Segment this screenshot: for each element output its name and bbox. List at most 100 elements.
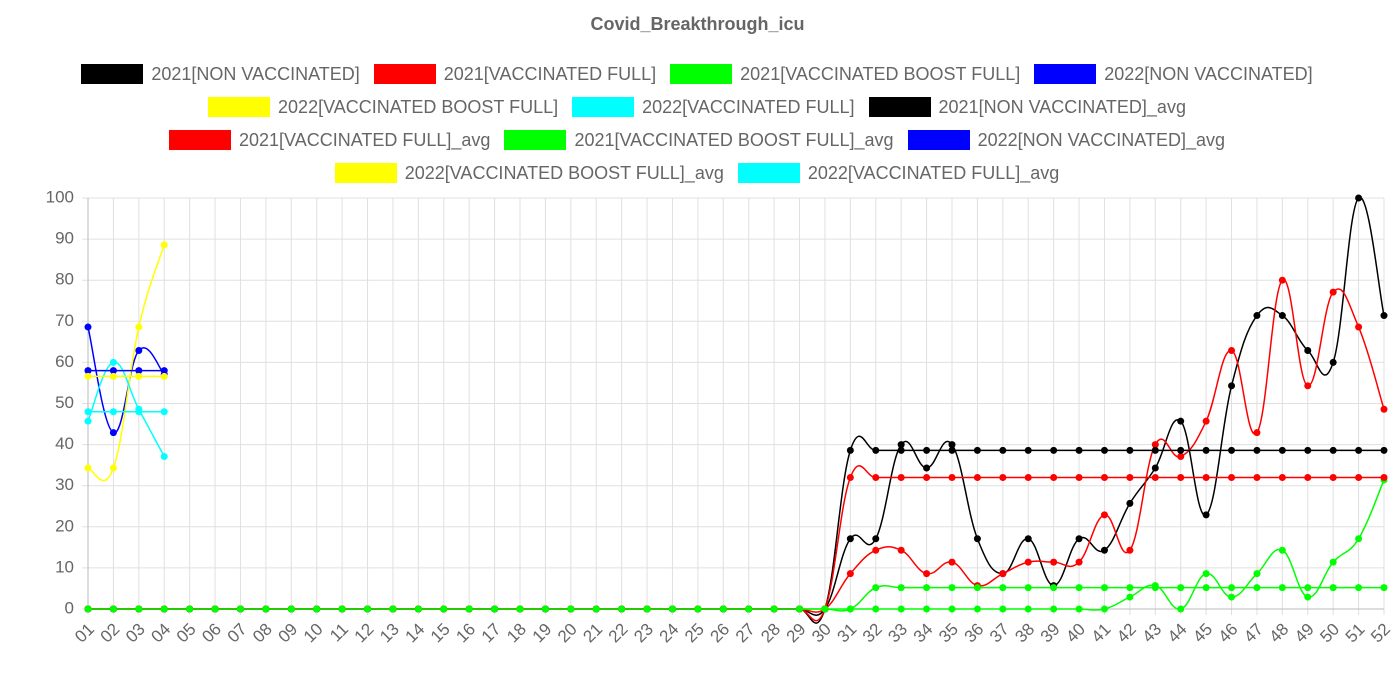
- data-point: [135, 408, 143, 416]
- y-tick-label: 80: [55, 270, 74, 289]
- legend-item[interactable]: 2021[VACCINATED BOOST FULL]: [670, 64, 1020, 84]
- legend-item[interactable]: 2021[NON VACCINATED]: [81, 64, 360, 84]
- data-point: [1024, 535, 1032, 543]
- data-point: [745, 605, 753, 613]
- y-tick-label: 30: [55, 475, 74, 494]
- data-point: [821, 605, 829, 613]
- legend-item[interactable]: 2022[NON VACCINATED]_avg: [907, 129, 1225, 150]
- data-point: [973, 473, 981, 481]
- data-point: [1177, 453, 1185, 461]
- x-tick-label: 11: [326, 620, 352, 646]
- data-point: [1355, 535, 1363, 543]
- legend-item[interactable]: 2021[NON VACCINATED]_avg: [868, 97, 1186, 117]
- data-point: [1202, 417, 1210, 425]
- data-point: [84, 367, 92, 375]
- data-point: [1304, 584, 1312, 592]
- data-point: [313, 605, 321, 613]
- data-point: [897, 546, 905, 554]
- data-point: [1304, 446, 1312, 454]
- data-point: [160, 372, 168, 380]
- data-point: [973, 535, 981, 543]
- x-tick-label: 26: [706, 620, 733, 647]
- data-point: [1126, 473, 1134, 481]
- legend-swatch: [907, 130, 970, 150]
- data-point: [1278, 546, 1286, 554]
- data-point: [846, 446, 854, 454]
- x-tick-label: 44: [1164, 620, 1191, 647]
- data-point: [1100, 546, 1108, 554]
- data-point: [923, 446, 931, 454]
- data-point: [1075, 558, 1083, 566]
- legend-swatch: [208, 97, 271, 117]
- data-point: [897, 446, 905, 454]
- legend-item[interactable]: 2021[VACCINATED FULL]_avg: [169, 130, 490, 150]
- y-tick-label: 50: [55, 393, 74, 412]
- data-point: [1228, 446, 1236, 454]
- legend-item[interactable]: 2022[VACCINATED FULL]_avg: [737, 163, 1059, 183]
- data-point: [1228, 584, 1236, 592]
- data-point: [1329, 473, 1337, 481]
- series-line: [87, 326, 165, 434]
- legend-swatch: [373, 64, 436, 84]
- data-point: [84, 372, 92, 380]
- legend-swatch: [504, 130, 567, 150]
- x-tick-label: 28: [757, 620, 784, 647]
- data-point: [999, 446, 1007, 454]
- series-line: [87, 279, 1385, 613]
- data-point: [160, 605, 168, 613]
- data-point: [1151, 441, 1159, 449]
- data-point: [948, 473, 956, 481]
- x-tick-label: 02: [97, 620, 124, 647]
- x-tick-label: 09: [274, 620, 301, 647]
- data-point: [1304, 473, 1312, 481]
- x-tick-label: 32: [859, 620, 886, 647]
- data-point: [1177, 584, 1185, 592]
- data-point: [84, 605, 92, 613]
- data-point: [1304, 382, 1312, 390]
- series-line: [87, 585, 1384, 612]
- legend-item[interactable]: 2021[VACCINATED BOOST FULL]_avg: [504, 130, 894, 150]
- x-tick-label: 05: [173, 620, 200, 647]
- x-tick-label: 38: [1011, 620, 1038, 647]
- data-point: [1253, 312, 1261, 320]
- x-tick-label: 48: [1266, 620, 1293, 647]
- legend-item[interactable]: 2022[VACCINATED FULL]: [572, 97, 855, 117]
- legend-item[interactable]: 2022[VACCINATED BOOST FULL]_avg: [334, 163, 724, 183]
- data-point: [897, 584, 905, 592]
- x-tick-label: 42: [1113, 620, 1140, 647]
- data-point: [1024, 446, 1032, 454]
- data-point: [1177, 417, 1185, 425]
- data-point: [846, 570, 854, 578]
- data-point: [1355, 323, 1363, 331]
- x-tick-label: 04: [147, 620, 174, 647]
- data-point: [1253, 473, 1261, 481]
- data-point: [973, 605, 981, 613]
- data-point: [872, 446, 880, 454]
- x-tick-label: 18: [503, 620, 530, 647]
- data-point: [1304, 346, 1312, 354]
- data-point: [897, 473, 905, 481]
- legend-item[interactable]: 2022[NON VACCINATED]: [1034, 64, 1313, 84]
- data-point: [160, 241, 168, 249]
- data-point: [1253, 584, 1261, 592]
- data-point: [109, 358, 117, 366]
- data-point: [1380, 446, 1388, 454]
- data-point: [923, 584, 931, 592]
- y-tick-label: 100: [46, 187, 74, 206]
- data-point: [1228, 346, 1236, 354]
- x-tick-label: 37: [986, 620, 1013, 647]
- data-point: [973, 446, 981, 454]
- series-line: [87, 435, 1384, 624]
- legend-swatch: [670, 64, 733, 84]
- x-tick-label: 45: [1189, 620, 1216, 647]
- legend-item[interactable]: 2022[VACCINATED BOOST FULL]: [208, 97, 558, 117]
- data-point: [1050, 605, 1058, 613]
- legend-label: 2022[NON VACCINATED]_avg: [977, 129, 1225, 150]
- data-point: [414, 605, 422, 613]
- x-tick-label: 35: [935, 620, 962, 647]
- legend-item[interactable]: 2021[VACCINATED FULL]: [373, 64, 656, 84]
- data-point: [84, 417, 92, 425]
- data-point: [1278, 584, 1286, 592]
- data-point: [1024, 584, 1032, 592]
- data-point: [1075, 584, 1083, 592]
